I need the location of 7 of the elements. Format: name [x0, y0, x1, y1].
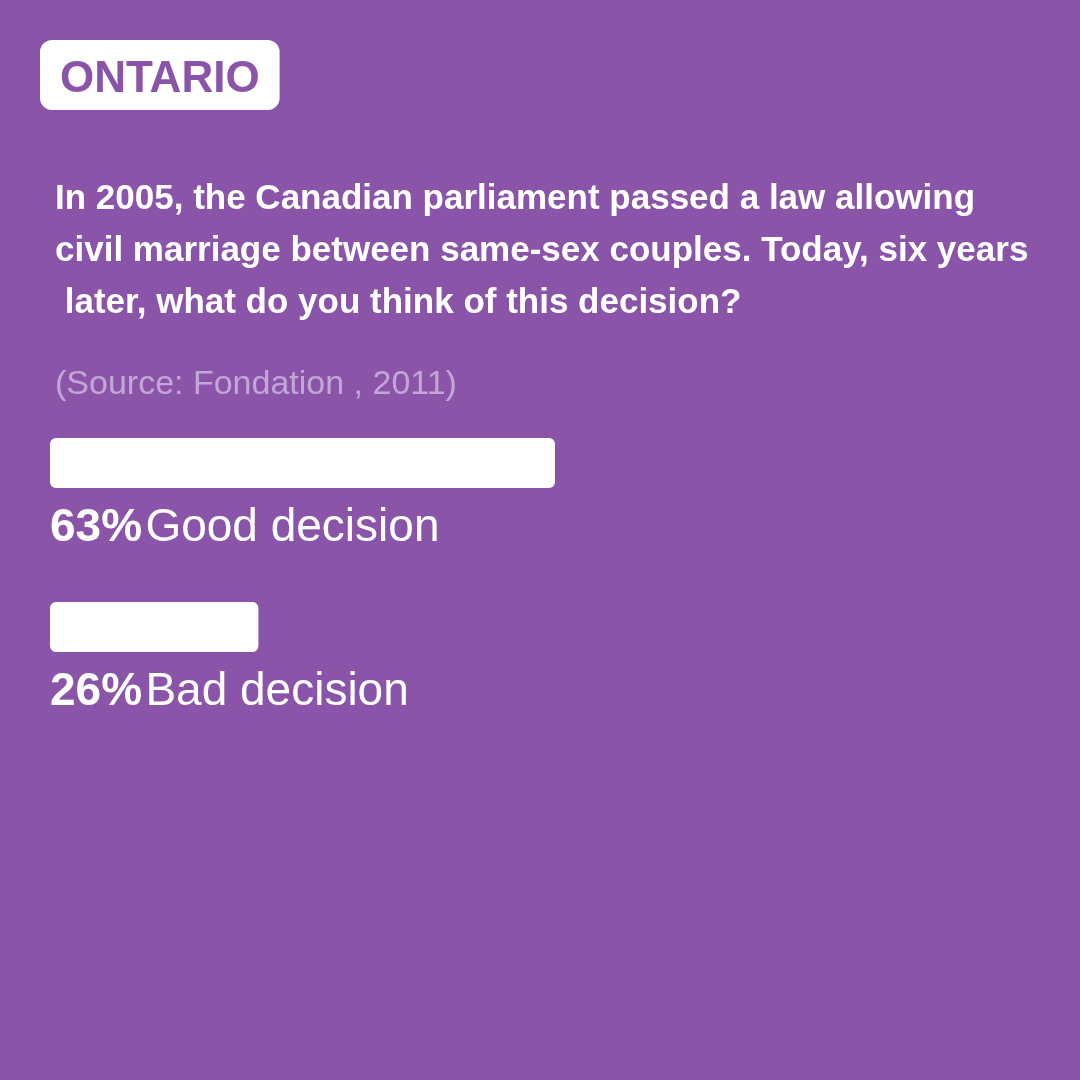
data-label: 63%: [50, 499, 143, 551]
chart-subtitle: In 2005, the Canadian parliament passed a law allowing civil marriage between same-sex couples. Today, six years later, what do you think of this decision?: [55, 176, 1029, 320]
y-tick-label: Bad decision: [145, 663, 409, 715]
y-tick-label: Good decision: [145, 499, 440, 551]
text: (Source: Fondation , 2011): [55, 363, 457, 401]
chart-title: ONTARIO: [60, 51, 260, 101]
data-label: 26%: [50, 663, 143, 715]
